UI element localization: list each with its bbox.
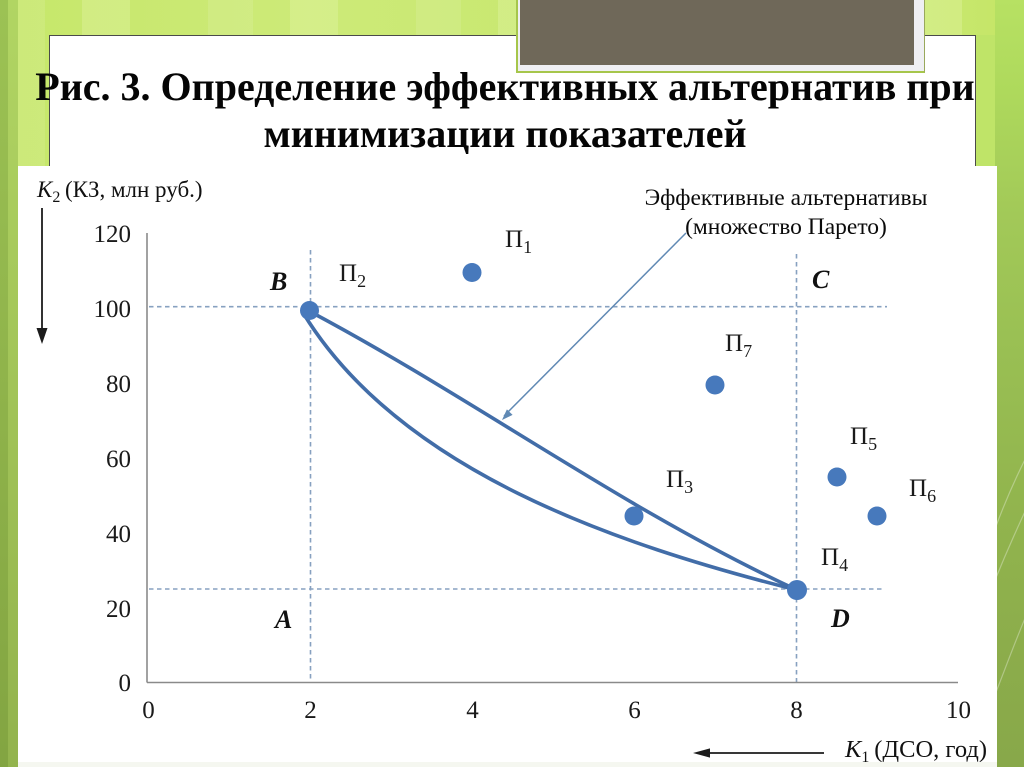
svg-text:П4: П4 xyxy=(821,544,848,575)
svg-text:A: A xyxy=(273,605,292,634)
svg-text:B: B xyxy=(269,267,287,296)
svg-text:П2: П2 xyxy=(339,260,366,291)
svg-text:D: D xyxy=(830,604,850,633)
svg-text:100: 100 xyxy=(94,296,132,323)
svg-text:60: 60 xyxy=(106,446,131,473)
svg-text:Эффективные альтернативы: Эффективные альтернативы xyxy=(645,185,928,211)
svg-text:K2 (КЗ, млн руб.): K2 (КЗ, млн руб.) xyxy=(36,177,203,206)
svg-text:(множество Парето): (множество Парето) xyxy=(685,214,887,240)
svg-text:20: 20 xyxy=(106,596,131,623)
svg-text:П6: П6 xyxy=(909,475,936,506)
svg-text:4: 4 xyxy=(466,697,479,724)
svg-text:П3: П3 xyxy=(666,466,693,497)
svg-text:П1: П1 xyxy=(505,226,532,257)
svg-text:40: 40 xyxy=(106,521,131,548)
svg-text:K1 (ДСО, год): K1 (ДСО, год) xyxy=(844,736,987,762)
svg-text:C: C xyxy=(812,265,830,294)
svg-text:8: 8 xyxy=(790,697,803,724)
svg-text:10: 10 xyxy=(946,697,971,724)
svg-text:П5: П5 xyxy=(850,423,877,454)
svg-text:80: 80 xyxy=(106,371,131,398)
svg-text:120: 120 xyxy=(94,221,132,248)
svg-text:П7: П7 xyxy=(725,330,752,361)
svg-text:0: 0 xyxy=(119,670,132,697)
svg-text:0: 0 xyxy=(142,697,155,724)
svg-text:6: 6 xyxy=(628,697,641,724)
svg-text:2: 2 xyxy=(304,697,317,724)
